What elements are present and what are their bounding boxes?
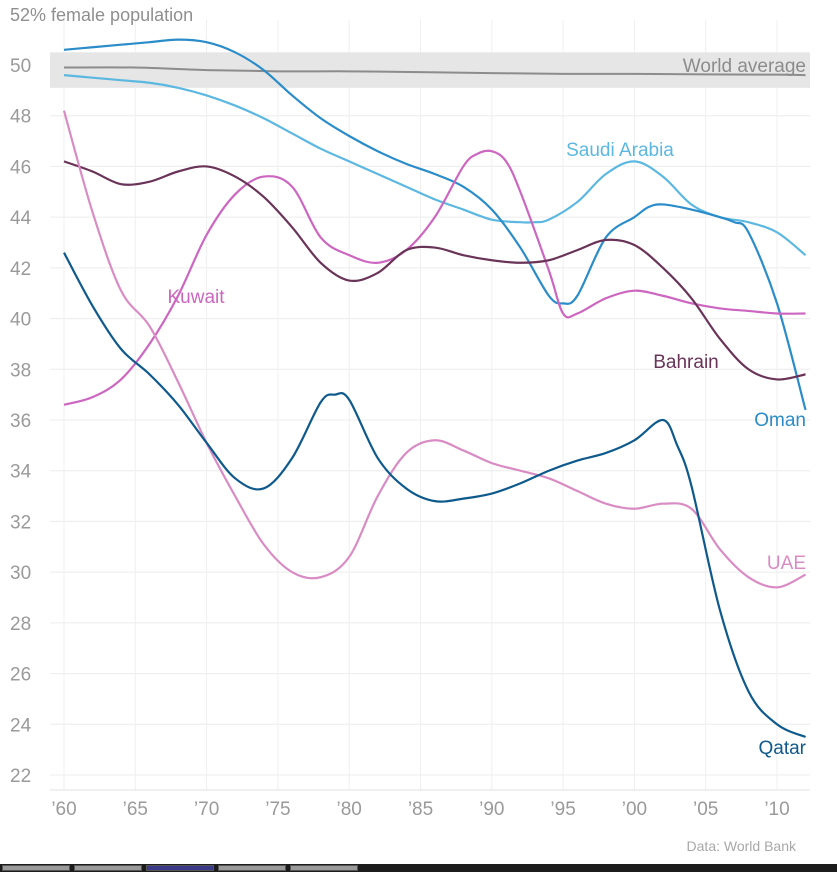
x-tick-label: ’90 (479, 799, 504, 820)
taskbar-button[interactable] (290, 865, 358, 871)
y-tick-label: 44 (10, 208, 32, 229)
series-line-qatar (63, 252, 806, 738)
y-tick-label: 42 (10, 259, 31, 280)
y-tick-label: 50 (10, 56, 31, 77)
y-tick-label: 24 (10, 715, 32, 736)
series-label-bahrain: Bahrain (653, 352, 719, 373)
y-tick-label: 38 (10, 360, 31, 381)
taskbar-button[interactable] (74, 865, 142, 871)
x-tick-label: ’85 (408, 799, 433, 820)
source-note: Data: World Bank (687, 838, 797, 854)
x-tick-label: ’70 (194, 799, 219, 820)
series-line-bahrain (63, 160, 806, 381)
series-lines (62, 38, 807, 738)
y-tick-label: 40 (10, 310, 31, 331)
series-labels: World average Saudi Arabia Kuwait Bahrain Om… (167, 56, 806, 759)
y-tick-label: 48 (10, 107, 31, 128)
taskbar-button[interactable] (2, 865, 70, 871)
y-tick-label: 22 (10, 766, 31, 787)
taskbar (0, 864, 837, 872)
series-label-world-average: World average (683, 56, 806, 77)
x-tick-label: ’05 (693, 799, 718, 820)
series-label-qatar: Qatar (758, 738, 806, 759)
series-line-uae (62, 110, 807, 589)
world-average-band (50, 52, 810, 88)
y-axis-ticks: 22 24 26 28 30 32 34 36 38 40 42 44 46 48 50 (10, 56, 32, 787)
y-tick-label: 46 (10, 157, 31, 178)
series-line-world-average (63, 66, 806, 77)
taskbar-button[interactable] (146, 865, 214, 871)
x-tick-label: ’10 (764, 799, 789, 820)
series-line-kuwait (63, 149, 806, 406)
grid (50, 20, 810, 791)
x-tick-label: ’65 (123, 799, 148, 820)
chart-title: 52% female population (10, 5, 193, 25)
y-tick-label: 34 (10, 462, 32, 483)
series-label-saudi-arabia: Saudi Arabia (566, 140, 674, 161)
x-tick-label: ’75 (265, 799, 290, 820)
y-tick-label: 28 (10, 614, 31, 635)
y-tick-label: 32 (10, 512, 31, 533)
y-tick-label: 36 (10, 411, 31, 432)
series-line-oman (63, 38, 807, 411)
series-label-oman: Oman (754, 410, 806, 431)
y-tick-label: 30 (10, 563, 31, 584)
series-label-kuwait: Kuwait (167, 287, 225, 308)
series-label-uae: UAE (767, 553, 806, 574)
x-tick-label: ’95 (550, 799, 575, 820)
taskbar-button[interactable] (218, 865, 286, 871)
series-line-saudi-arabia (63, 74, 807, 257)
y-tick-label: 26 (10, 665, 31, 686)
x-tick-label: ’00 (622, 799, 647, 820)
x-tick-label: ’80 (337, 799, 362, 820)
x-axis-ticks: ’60 ’65 ’70 ’75 ’80 ’85 ’90 ’95 ’00 ’05 ’10 (51, 799, 789, 820)
x-tick-label: ’60 (51, 799, 76, 820)
